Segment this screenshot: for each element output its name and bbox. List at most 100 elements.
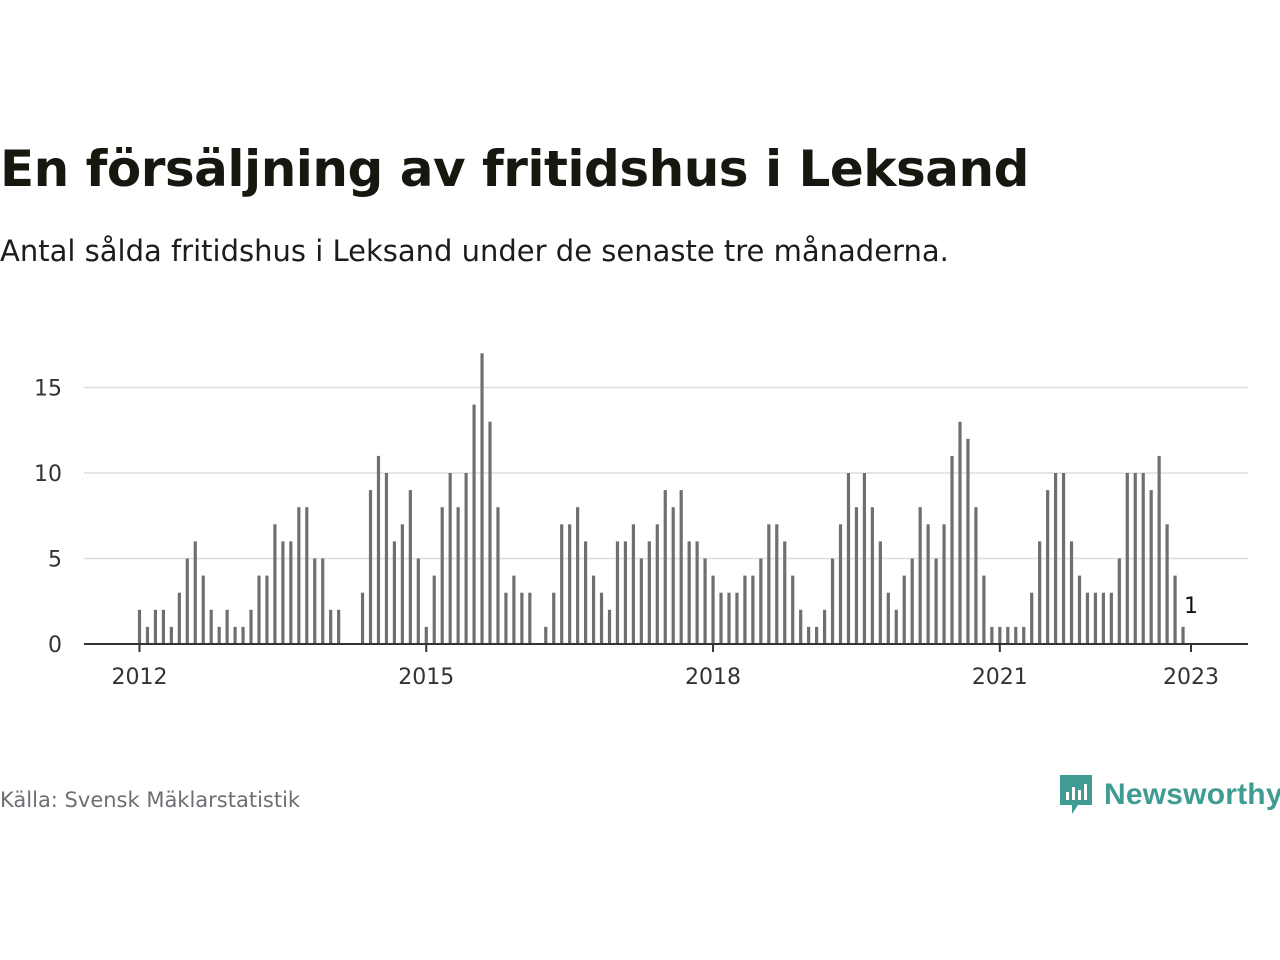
bar [679,490,683,644]
bar [1038,541,1042,644]
bar [894,609,898,644]
bar [1077,575,1082,644]
bar [504,592,508,644]
bar [193,541,197,644]
bar [591,575,596,644]
bar [942,524,946,644]
bar-chart: 0 5 10 15 2012 2015 2018 2021 2023 1 [34,353,1248,690]
bar [1157,455,1161,644]
bar [456,507,460,644]
bar [416,558,420,644]
bar [496,507,500,644]
bar [384,473,389,644]
bar [424,626,428,644]
bar [719,592,723,644]
bar [687,541,691,644]
bar [257,575,261,644]
y-tick-label: 10 [34,462,62,487]
bar [1173,575,1177,644]
bar [368,490,373,644]
bar [153,609,158,644]
bar [990,626,994,644]
bar [663,490,667,644]
bar [552,592,556,644]
bar [639,558,643,644]
bar [337,609,341,644]
bar [1053,473,1058,644]
bar [392,541,397,644]
bar [950,455,954,644]
bar [241,626,245,644]
bar [862,473,867,644]
bar [289,541,293,644]
bar [376,455,381,644]
bar [560,524,564,644]
x-tick-label: 2015 [398,665,454,690]
bar [910,558,914,644]
bar [846,473,851,644]
bar [966,438,970,644]
bar [775,524,779,644]
chart-title: En försäljning av fritidshus i Leksand [0,140,1029,198]
bar [576,507,580,644]
bar [998,626,1002,644]
bar [1125,473,1129,644]
bar [838,524,843,644]
bar [185,558,189,644]
bar [201,575,205,644]
bar [1133,473,1137,644]
bar [1165,524,1169,644]
bar [273,524,277,644]
bar [265,575,269,644]
bar [528,592,532,644]
bar [615,541,620,644]
bar [767,524,771,644]
bar [655,524,659,644]
bar [1101,592,1105,644]
bar [464,473,468,644]
bar [870,507,874,644]
bar [703,558,707,644]
bar [1069,541,1074,644]
bar [783,541,787,644]
bar [671,507,675,644]
highlight-value-label: 1 [1184,594,1198,619]
bar [217,626,221,644]
bar [886,592,890,644]
y-tick-label: 5 [48,548,62,573]
bar [297,507,301,644]
bar [512,575,516,644]
bar [583,541,588,644]
bar [1109,592,1113,644]
bar [934,558,938,644]
bar [599,592,604,644]
bar [480,353,484,644]
bar [791,575,795,644]
bar [878,541,882,644]
bar [544,626,548,644]
bar [321,558,325,644]
x-tick-label: 2018 [685,665,741,690]
bar [1061,473,1066,644]
bar [313,558,317,644]
brand-logo: Newsworthy [1058,772,1280,818]
brand-name: Newsworthy [1104,778,1280,811]
bar [1014,626,1018,644]
bar [1093,592,1098,644]
bar [137,609,142,644]
bar [1030,592,1034,644]
bar [400,524,404,644]
bar [161,609,165,644]
bar [815,626,819,644]
bar [918,507,922,644]
bar [830,558,835,644]
bar [743,575,747,644]
bar [647,541,651,644]
newsworthy-logo-icon [1060,775,1092,814]
y-tick-label: 0 [48,633,62,658]
x-tick-label: 2012 [112,665,168,690]
bar [926,524,930,644]
bar [1149,490,1153,644]
bar [751,575,755,644]
chart-subtitle: Antal sålda fritidshus i Leksand under d… [0,234,949,268]
